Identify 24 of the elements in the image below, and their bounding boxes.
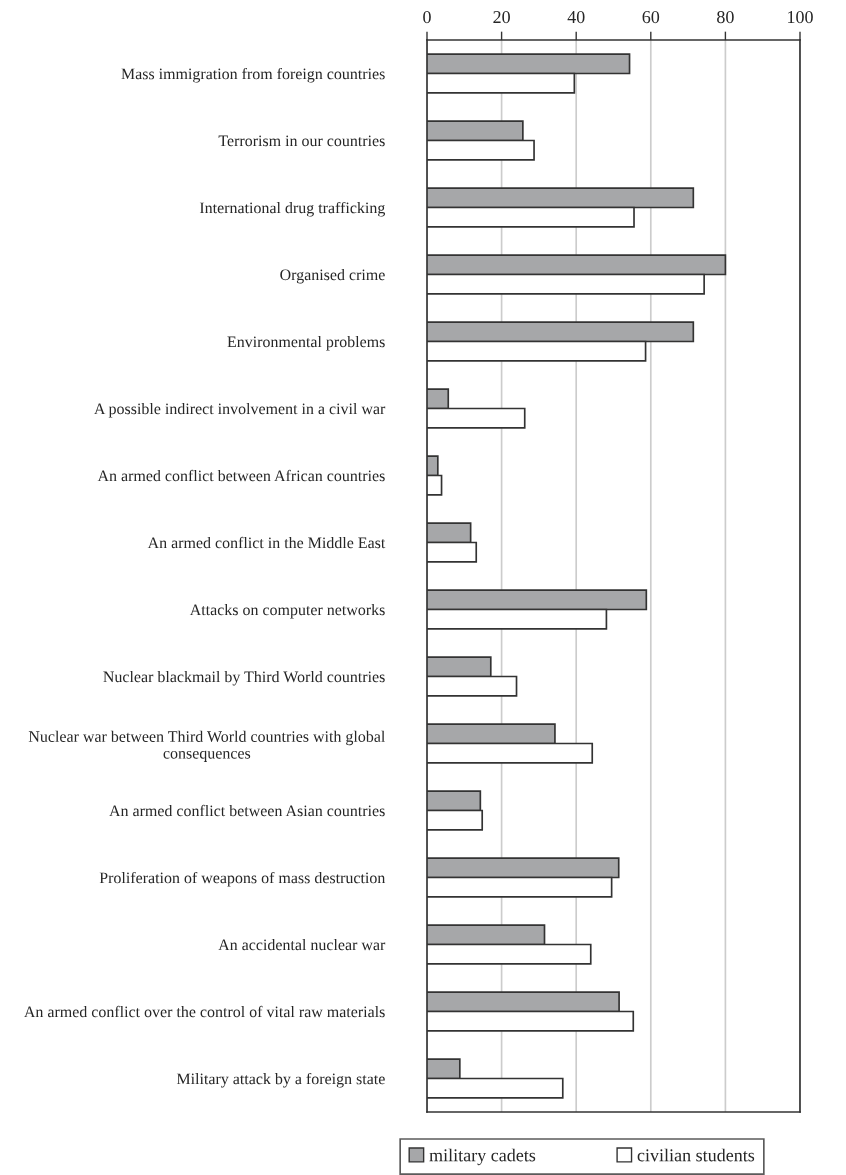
- legend-label: military cadets: [429, 1148, 536, 1166]
- y-tick-label: An armed conflict between Asian countries: [109, 804, 385, 817]
- y-tick-label: International drug trafficking: [199, 201, 386, 217]
- y-tick-label: An armed conflict in the Middle East: [147, 536, 386, 549]
- y-tick-label: Proliferation of weapons of mass destruction: [99, 871, 386, 887]
- y-tick-label: An armed conflict between African countries: [97, 469, 385, 482]
- y-tick-label: Terrorism in our countries: [218, 135, 385, 147]
- x-tick-label: 20: [493, 10, 510, 24]
- y-tick-label: Mass immigration from foreign countries: [121, 67, 385, 83]
- y-tick-label: Nuclear blackmail by Third World countries: [103, 670, 385, 686]
- y-tick-label: Organised crime: [280, 268, 385, 284]
- y-tick-label: Nuclear war between Third World countries with global consequences: [28, 730, 386, 762]
- x-tick-label: 0: [423, 10, 431, 24]
- x-tick-label: 100: [788, 10, 813, 24]
- y-tick-label: An armed conflict over the control of vital raw materials: [24, 1005, 385, 1018]
- x-tick-label: 60: [642, 10, 660, 24]
- legend-label: civilian students: [637, 1148, 755, 1162]
- y-tick-label: An accidental nuclear war: [218, 938, 386, 951]
- y-tick-label: A possible indirect involvement in a civil war: [94, 402, 386, 418]
- x-tick-label: 40: [567, 10, 585, 24]
- y-tick-label: Attacks on computer networks: [189, 603, 385, 619]
- y-tick-label: Military attack by a foreign state: [176, 1072, 385, 1088]
- x-tick-label: 80: [717, 10, 734, 24]
- y-tick-label: Environmental problems: [227, 335, 385, 351]
